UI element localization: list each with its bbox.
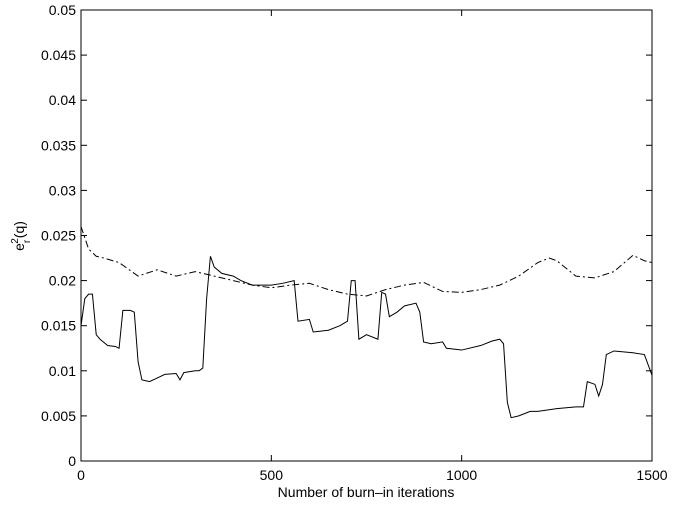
x-tick-label: 0: [77, 467, 85, 483]
x-tick-label: 1500: [636, 467, 667, 483]
y-label-argument: (q): [11, 221, 27, 238]
y-tick-label: 0: [68, 453, 76, 469]
y-tick-label: 0.025: [41, 228, 76, 244]
plot-frame: [80, 9, 653, 462]
y-tick-label: 0.005: [41, 408, 76, 424]
y-tick-label: 0.05: [49, 2, 76, 18]
x-axis-label: Number of burn–in iterations: [278, 484, 455, 500]
data-line: [80, 226, 653, 297]
data-line: [80, 256, 653, 419]
y-tick-label: 0.045: [41, 47, 76, 63]
y-tick-label: 0.04: [49, 92, 76, 108]
y-tick-label: 0.035: [41, 137, 76, 153]
y-axis-label: er2(q): [10, 221, 33, 251]
x-tick-label: 1000: [446, 467, 477, 483]
y-label-superscript: 2: [10, 238, 21, 244]
y-label-base: e: [11, 243, 27, 251]
y-tick-label: 0.015: [41, 318, 76, 334]
y-tick-label: 0.01: [49, 363, 76, 379]
y-label-subscript: r: [22, 239, 33, 243]
y-tick-label: 0.03: [49, 182, 76, 198]
y-tick-label: 0.02: [49, 273, 76, 289]
x-tick-label: 500: [260, 467, 284, 483]
